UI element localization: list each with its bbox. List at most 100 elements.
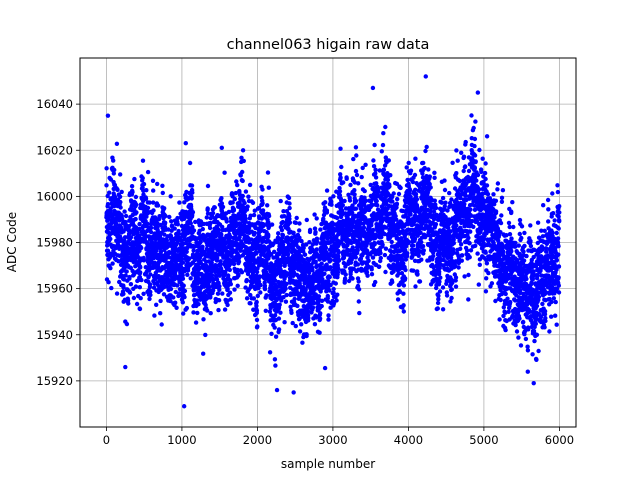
data-point <box>305 218 309 222</box>
data-point <box>167 215 171 219</box>
data-point <box>176 222 180 226</box>
data-point <box>382 168 386 172</box>
data-point <box>225 219 229 223</box>
data-point <box>220 146 224 150</box>
data-point <box>264 309 268 313</box>
data-point <box>438 289 442 293</box>
data-point <box>118 195 122 199</box>
data-point <box>139 246 143 250</box>
data-point <box>148 293 152 297</box>
data-point <box>381 131 385 135</box>
data-point <box>154 303 158 307</box>
data-point <box>387 158 391 162</box>
data-point <box>354 255 358 259</box>
data-point <box>118 205 122 209</box>
data-point <box>266 234 270 238</box>
data-point <box>189 276 193 280</box>
data-point <box>216 292 220 296</box>
data-point <box>269 332 273 336</box>
data-point <box>452 241 456 245</box>
data-point <box>454 275 458 279</box>
data-point <box>248 183 252 187</box>
data-point <box>273 325 277 329</box>
data-point <box>475 251 479 255</box>
data-point <box>441 196 445 200</box>
data-point <box>217 284 221 288</box>
data-point <box>376 190 380 194</box>
data-point <box>326 317 330 321</box>
data-point <box>232 208 236 212</box>
data-point <box>217 228 221 232</box>
data-point <box>390 240 394 244</box>
data-point <box>325 188 329 192</box>
data-point <box>160 322 164 326</box>
data-point <box>190 190 194 194</box>
data-point <box>391 269 395 273</box>
data-point <box>355 173 359 177</box>
data-point <box>477 282 481 286</box>
data-point <box>265 203 269 207</box>
data-point <box>222 171 226 175</box>
data-point <box>336 267 340 271</box>
data-point <box>357 279 361 283</box>
data-point <box>426 167 430 171</box>
data-point <box>437 270 441 274</box>
data-point <box>163 214 167 218</box>
data-point <box>181 277 185 281</box>
data-point <box>467 169 471 173</box>
data-point <box>413 173 417 177</box>
data-point <box>456 159 460 163</box>
data-point <box>312 212 316 216</box>
data-point <box>288 220 292 224</box>
data-point <box>328 265 332 269</box>
data-point <box>229 297 233 301</box>
data-point <box>436 306 440 310</box>
data-point <box>206 206 210 210</box>
data-point <box>242 159 246 163</box>
data-point <box>295 304 299 308</box>
data-point <box>184 141 188 145</box>
data-point <box>362 225 366 229</box>
data-point <box>144 188 148 192</box>
data-point <box>352 188 356 192</box>
data-point <box>337 250 341 254</box>
data-point <box>408 212 412 216</box>
data-point <box>139 296 143 300</box>
data-point <box>129 282 133 286</box>
data-point <box>415 197 419 201</box>
data-point <box>303 253 307 257</box>
data-point <box>459 151 463 155</box>
data-point <box>236 273 240 277</box>
data-point <box>392 191 396 195</box>
data-point <box>318 316 322 320</box>
data-point <box>110 261 114 265</box>
data-point <box>360 175 364 179</box>
data-point <box>473 119 477 123</box>
data-point <box>132 296 136 300</box>
data-point <box>315 239 319 243</box>
data-point <box>138 270 142 274</box>
data-point <box>276 231 280 235</box>
data-point <box>254 304 258 308</box>
data-point <box>464 140 468 144</box>
data-point <box>199 240 203 244</box>
data-point <box>185 306 189 310</box>
data-point <box>134 203 138 207</box>
data-point <box>108 237 112 241</box>
data-point <box>162 206 166 210</box>
data-point <box>192 228 196 232</box>
data-point <box>411 269 415 273</box>
data-point <box>125 322 129 326</box>
data-point <box>299 322 303 326</box>
data-point <box>138 265 142 269</box>
data-point <box>401 292 405 296</box>
data-point <box>338 147 342 151</box>
data-point <box>173 301 177 305</box>
data-point <box>441 307 445 311</box>
data-point <box>466 236 470 240</box>
data-point <box>407 161 411 165</box>
data-point <box>436 294 440 298</box>
data-point <box>308 228 312 232</box>
data-point <box>415 272 419 276</box>
data-point <box>304 334 308 338</box>
